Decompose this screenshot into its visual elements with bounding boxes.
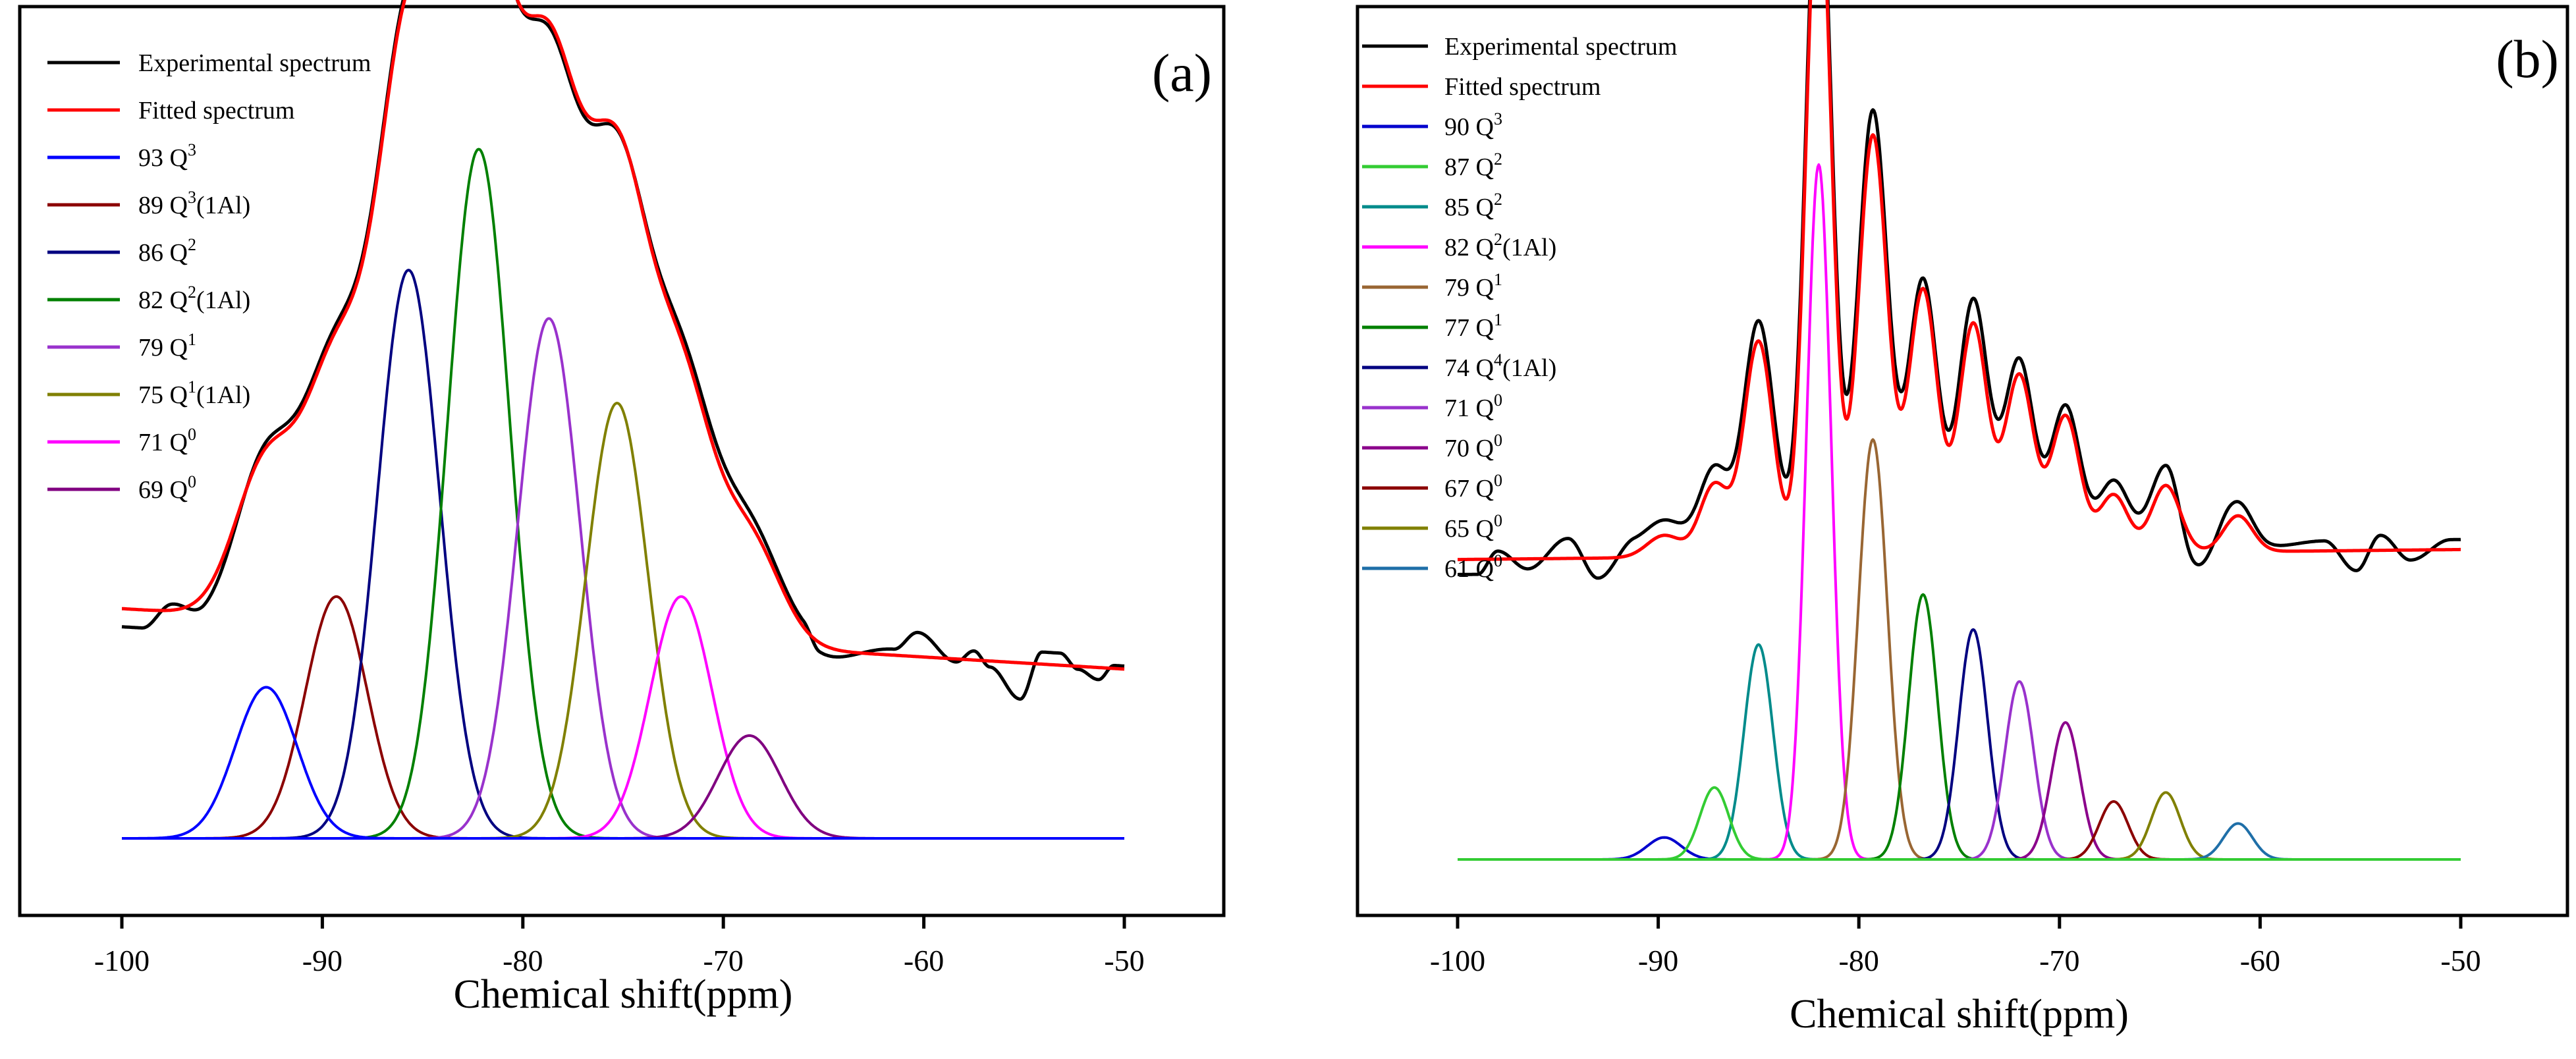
legend-label-b: 87 Q2 (1444, 149, 1502, 181)
x-tick-label-b: -100 (1430, 944, 1485, 977)
legend-label-b: 65 Q0 (1444, 511, 1502, 543)
component-curve-a-82-q2 (121, 148, 1125, 840)
legend-label-a: 93 Q3 (138, 140, 196, 172)
component-curve-b-85-q2 (1457, 643, 2461, 861)
component-curve-a-86-q2 (121, 269, 1125, 840)
x-tick-label-a: -60 (904, 944, 944, 977)
legend-entry-a: 75 Q1(1Al) (47, 377, 250, 409)
plot-frame-a (18, 5, 1226, 917)
legend-entry-b: 87 Q2 (1362, 149, 1502, 181)
component-curve-b-74-q4 (1457, 628, 2461, 861)
panel-a: -100 -90 -80 -70 -60 -50 Chemical shift(ppm) (a… (18, 0, 1226, 1017)
legend-label-a: 89 Q3(1Al) (138, 188, 250, 219)
x-tick-label-b: -90 (1638, 944, 1678, 977)
legend-entry-b: 61 Q0 (1362, 551, 1502, 583)
experimental-spectrum-b (1457, 0, 2461, 580)
component-curve-a-69-q0 (121, 734, 1125, 840)
legend-entry-b: Experimental spectrum (1362, 33, 1678, 61)
legend-entry-a: 79 Q1 (47, 330, 196, 362)
legend-entry-b: 90 Q3 (1362, 109, 1502, 141)
fitted-spectrum-b (1457, 0, 2461, 562)
legend-label-a: Fitted spectrum (138, 97, 294, 124)
fitted-spectrum-a (121, 0, 1125, 671)
panel-label-a: (a) (1152, 43, 1212, 103)
x-axis-title-a: Chemical shift(ppm) (454, 972, 793, 1017)
component-curve-b-82-q2 (1457, 163, 2461, 861)
x-axis-title-b: Chemical shift(ppm) (1790, 992, 2129, 1037)
panel-b: -100 -90 -80 -70 -60 -50 Chemical shift(ppm) (b… (1356, 0, 2569, 1037)
legend-entry-a: Experimental spectrum (47, 49, 371, 77)
component-curve-a-71-q0 (121, 595, 1125, 840)
legend-label-b: 79 Q1 (1444, 270, 1502, 302)
legend-entry-b: 74 Q4(1Al) (1362, 350, 1556, 382)
legend-label-b: 77 Q1 (1444, 310, 1502, 342)
legend-label-b: Fitted spectrum (1444, 73, 1601, 101)
legend-label-b: Experimental spectrum (1444, 33, 1678, 61)
x-tick-label-a: -80 (503, 944, 543, 977)
panel-label-b: (b) (2496, 29, 2559, 89)
component-curve-a-89-q3 (121, 595, 1125, 840)
legend-entry-a: 86 Q2 (47, 235, 196, 267)
legend-label-b: 70 Q0 (1444, 431, 1502, 462)
component-curve-a-79-q1 (121, 317, 1125, 840)
legend-label-b: 67 Q0 (1444, 471, 1502, 502)
x-tick-label-a: -50 (1104, 944, 1144, 977)
legend-label-a: 69 Q0 (138, 472, 196, 504)
legend-label-a: Experimental spectrum (138, 49, 371, 77)
component-curve-b-79-q1 (1457, 438, 2461, 861)
legend-entry-b: 71 Q0 (1362, 391, 1502, 422)
legend-entry-b: 85 Q2 (1362, 190, 1502, 221)
x-tick-label-a: -90 (302, 944, 343, 977)
component-curve-b-70-q0 (1457, 721, 2461, 861)
x-tick-label-b: -50 (2440, 944, 2480, 977)
legend-entry-a: 93 Q3 (47, 140, 196, 172)
x-tick-label-b: -70 (2039, 944, 2079, 977)
legend-label-b: 85 Q2 (1444, 190, 1502, 221)
legend-entry-a: 69 Q0 (47, 472, 196, 504)
legend-entry-b: 67 Q0 (1362, 471, 1502, 502)
legend-entry-a: 71 Q0 (47, 425, 196, 456)
legend-label-a: 71 Q0 (138, 425, 196, 456)
legend-entry-a: Fitted spectrum (47, 97, 294, 124)
legend-entry-b: 65 Q0 (1362, 511, 1502, 543)
legend-label-a: 75 Q1(1Al) (138, 377, 250, 409)
legend-label-b: 82 Q2(1Al) (1444, 230, 1556, 261)
legend-entry-b: 70 Q0 (1362, 431, 1502, 462)
x-tick-label-b: -80 (1839, 944, 1879, 977)
component-curve-b-67-q0 (1457, 800, 2461, 861)
component-curve-a-93-q3 (121, 686, 1125, 840)
legend-label-b: 71 Q0 (1444, 391, 1502, 422)
x-tick-label-b: -60 (2240, 944, 2280, 977)
x-tick-label-a: -100 (94, 944, 150, 977)
legend-label-b: 61 Q0 (1444, 551, 1502, 583)
x-tick-label-a: -70 (703, 944, 744, 977)
legend-entry-a: 82 Q2(1Al) (47, 283, 250, 314)
legend-entry-b: 82 Q2(1Al) (1362, 230, 1556, 261)
legend-label-a: 79 Q1 (138, 330, 196, 362)
legend-label-a: 82 Q2(1Al) (138, 283, 250, 314)
legend-entry-b: 77 Q1 (1362, 310, 1502, 342)
legend-label-a: 86 Q2 (138, 235, 196, 267)
component-curve-a-75-q1 (121, 402, 1125, 840)
legend-entry-b: 79 Q1 (1362, 270, 1502, 302)
legend-label-b: 90 Q3 (1444, 109, 1502, 141)
component-curve-b-61-q0 (1457, 822, 2461, 861)
legend-entry-a: 89 Q3(1Al) (47, 188, 250, 219)
legend-entry-b: Fitted spectrum (1362, 73, 1601, 101)
legend-label-b: 74 Q4(1Al) (1444, 350, 1556, 382)
plot-frame-b (1356, 5, 2569, 917)
